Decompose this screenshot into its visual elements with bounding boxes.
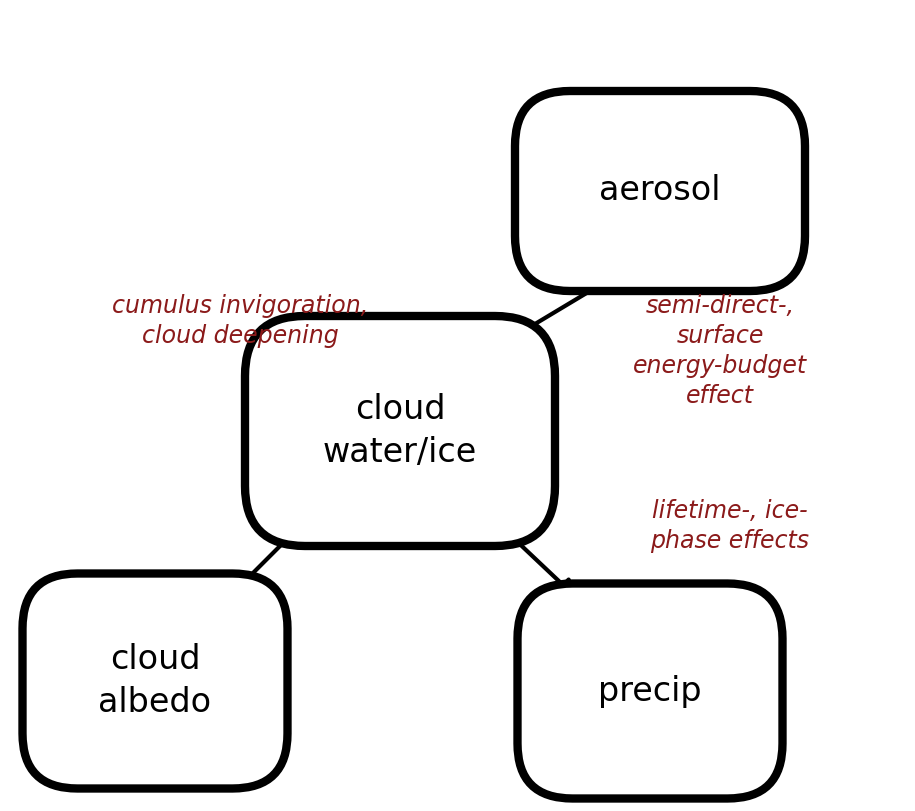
Text: aerosol: aerosol — [599, 174, 721, 208]
Text: cloud
albedo: cloud albedo — [99, 643, 211, 719]
FancyBboxPatch shape — [245, 316, 555, 546]
Text: cumulus invigoration,
cloud deepening: cumulus invigoration, cloud deepening — [112, 294, 368, 348]
FancyBboxPatch shape — [23, 573, 287, 788]
FancyBboxPatch shape — [518, 583, 782, 799]
Text: cloud
water/ice: cloud water/ice — [323, 393, 477, 470]
Text: lifetime-, ice-
phase effects: lifetime-, ice- phase effects — [651, 499, 810, 553]
Text: semi-direct-,
surface
energy-budget
effect: semi-direct-, surface energy-budget effe… — [633, 294, 807, 408]
FancyBboxPatch shape — [515, 91, 805, 291]
Text: precip: precip — [598, 675, 702, 707]
